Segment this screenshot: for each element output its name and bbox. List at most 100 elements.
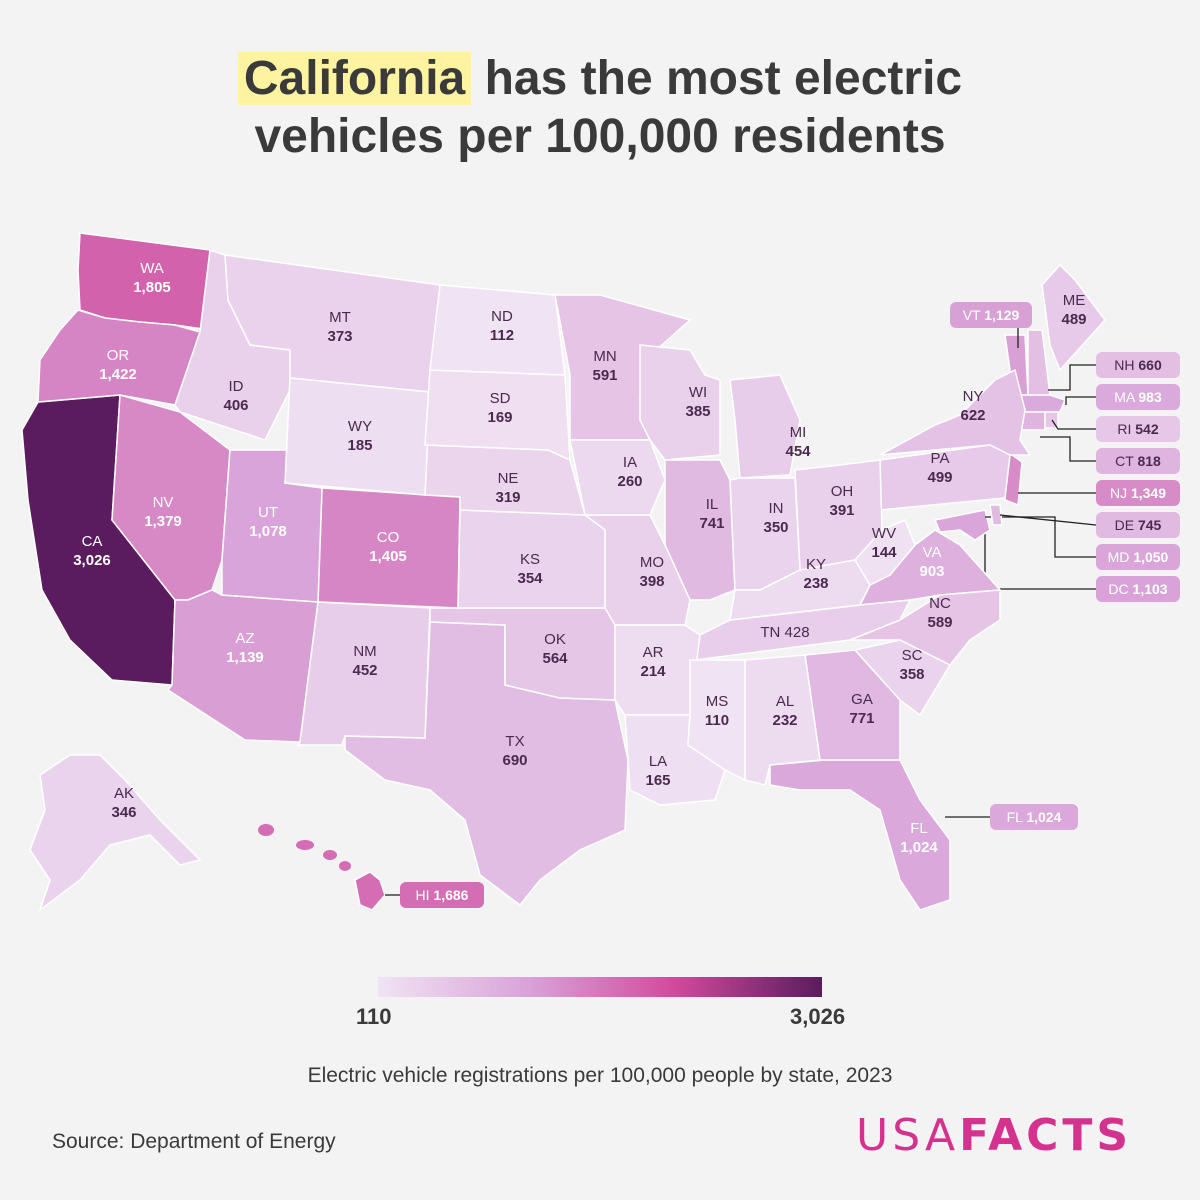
- callout-box-vt: [950, 302, 1032, 328]
- title-highlight: California: [237, 52, 472, 105]
- state-abbr-label: WV: [872, 525, 896, 542]
- state-il: [664, 459, 736, 601]
- callout-label: DE 745: [1115, 517, 1162, 533]
- state-abbr-label: WY: [348, 418, 372, 435]
- state-value-label: 3,026: [73, 552, 111, 569]
- state-value-label: 564: [542, 650, 568, 667]
- state-abbr-label: AR: [643, 644, 664, 661]
- state-abbr-label: NM: [353, 643, 376, 660]
- state-ia: [569, 439, 666, 516]
- state-abbr-label: AK: [114, 785, 134, 802]
- state-sc: [853, 639, 952, 717]
- state-abbr-label: TX: [505, 733, 524, 750]
- state-abbr-label: LA: [649, 753, 667, 770]
- callout-box-hi: [400, 882, 484, 908]
- state-value-label: 690: [502, 752, 527, 769]
- state-value-label: 354: [517, 570, 543, 587]
- state-value-label: 112: [490, 327, 514, 344]
- state-abbr-label: ND: [491, 308, 513, 325]
- state-value-label: 350: [763, 519, 788, 536]
- state-abbr-label: GA: [851, 691, 873, 708]
- legend-max-label: 3,026: [790, 1004, 846, 1029]
- callout-line: [1040, 436, 1096, 462]
- callout-box-fl: [990, 804, 1078, 830]
- state-wv: [854, 519, 916, 586]
- state-abbr-label: MS: [706, 693, 729, 710]
- state-az: [166, 589, 319, 743]
- state-value-label: 358: [899, 666, 924, 683]
- state-value-label: 1,405: [369, 548, 407, 565]
- state-value-label: 385: [685, 403, 710, 420]
- state-value-label: 1,379: [144, 513, 182, 530]
- callout-box-ri: [1096, 416, 1180, 442]
- callout-box-nj: [1096, 480, 1180, 506]
- state-de: [989, 504, 1003, 526]
- legend-min-label: 110: [356, 1004, 392, 1029]
- state-abbr-label: ID: [229, 378, 244, 395]
- callout-label: HI 1,686: [416, 887, 469, 903]
- callout-label: MA 983: [1114, 389, 1162, 405]
- state-abbr-label: KS: [520, 551, 540, 568]
- state-value-label: 452: [352, 662, 377, 679]
- state-ny: [879, 368, 1032, 456]
- state-abbr-label: CO: [377, 529, 400, 546]
- callout-box-nh: [1096, 352, 1180, 378]
- state-value-label: 185: [347, 437, 372, 454]
- state-value-label: 260: [617, 473, 642, 490]
- state-abbr-label: UT: [258, 504, 278, 521]
- state-md: [933, 509, 991, 541]
- title-line2: vehicles per 100,000 residents: [254, 110, 946, 163]
- chart-subtitle: Electric vehicle registrations per 100,0…: [307, 1064, 893, 1087]
- state-wi: [639, 344, 721, 461]
- state-hi-island: [296, 840, 314, 850]
- state-value-label: 165: [645, 772, 670, 789]
- state-abbr-label: IN: [769, 500, 784, 517]
- state-value-label: 1,139: [226, 649, 264, 666]
- state-ms: [687, 659, 746, 782]
- state-value-label: 238: [803, 575, 828, 592]
- state-abbr-label: VA: [923, 544, 942, 561]
- state-value-label: 346: [111, 804, 136, 821]
- state-abbr-label: IA: [623, 454, 637, 471]
- state-value-label: 169: [487, 409, 512, 426]
- state-mi: [729, 374, 801, 479]
- state-nm: [296, 601, 431, 746]
- state-abbr-label: WA: [140, 260, 164, 277]
- state-abbr-label: CA: [82, 533, 103, 550]
- state-value-label: 622: [960, 407, 985, 424]
- state-value-label: 454: [785, 443, 811, 460]
- state-abbr-label: NV: [153, 494, 174, 511]
- state-value-label: 1,805: [133, 279, 171, 296]
- state-abbr-label: MN: [593, 348, 616, 365]
- state-ak: [29, 754, 202, 913]
- callout-box-dc: [1096, 576, 1180, 602]
- state-abbr-label: OH: [831, 483, 854, 500]
- state-hi: [354, 871, 386, 911]
- callout-label: MD 1,050: [1108, 549, 1169, 565]
- legend-gradient-bar: [378, 977, 822, 997]
- state-abbr-label: OR: [107, 347, 130, 364]
- state-value-label: 110: [705, 712, 729, 729]
- state-value-label: 373: [327, 328, 352, 345]
- callout-box-ct: [1096, 448, 1180, 474]
- usafacts-logo: USAFACTS: [856, 1110, 1133, 1161]
- callout-label: NH 660: [1114, 357, 1162, 373]
- chart-title: California has the most electric vehicle…: [0, 50, 1200, 166]
- state-value-label: 591: [592, 367, 617, 384]
- state-value-label: 398: [639, 573, 664, 590]
- state-value-label: 1,078: [249, 523, 287, 540]
- callout-box-ma: [1096, 384, 1180, 410]
- state-value-label: 903: [919, 563, 944, 580]
- state-value-label: 406: [223, 397, 248, 414]
- callout-label: DC 1,103: [1108, 581, 1167, 597]
- callout-line: [1051, 419, 1096, 430]
- callout-label: CT 818: [1115, 453, 1161, 469]
- state-abbr-label: AZ: [235, 630, 254, 647]
- state-value-label: 214: [640, 663, 666, 680]
- state-value-label: 489: [1061, 311, 1086, 328]
- source-note: Source: Department of Energy: [52, 1130, 336, 1153]
- state-nd: [429, 284, 566, 376]
- state-value-label: 319: [495, 489, 520, 506]
- state-hi-island: [258, 824, 274, 836]
- state-abbr-label: MO: [640, 554, 664, 571]
